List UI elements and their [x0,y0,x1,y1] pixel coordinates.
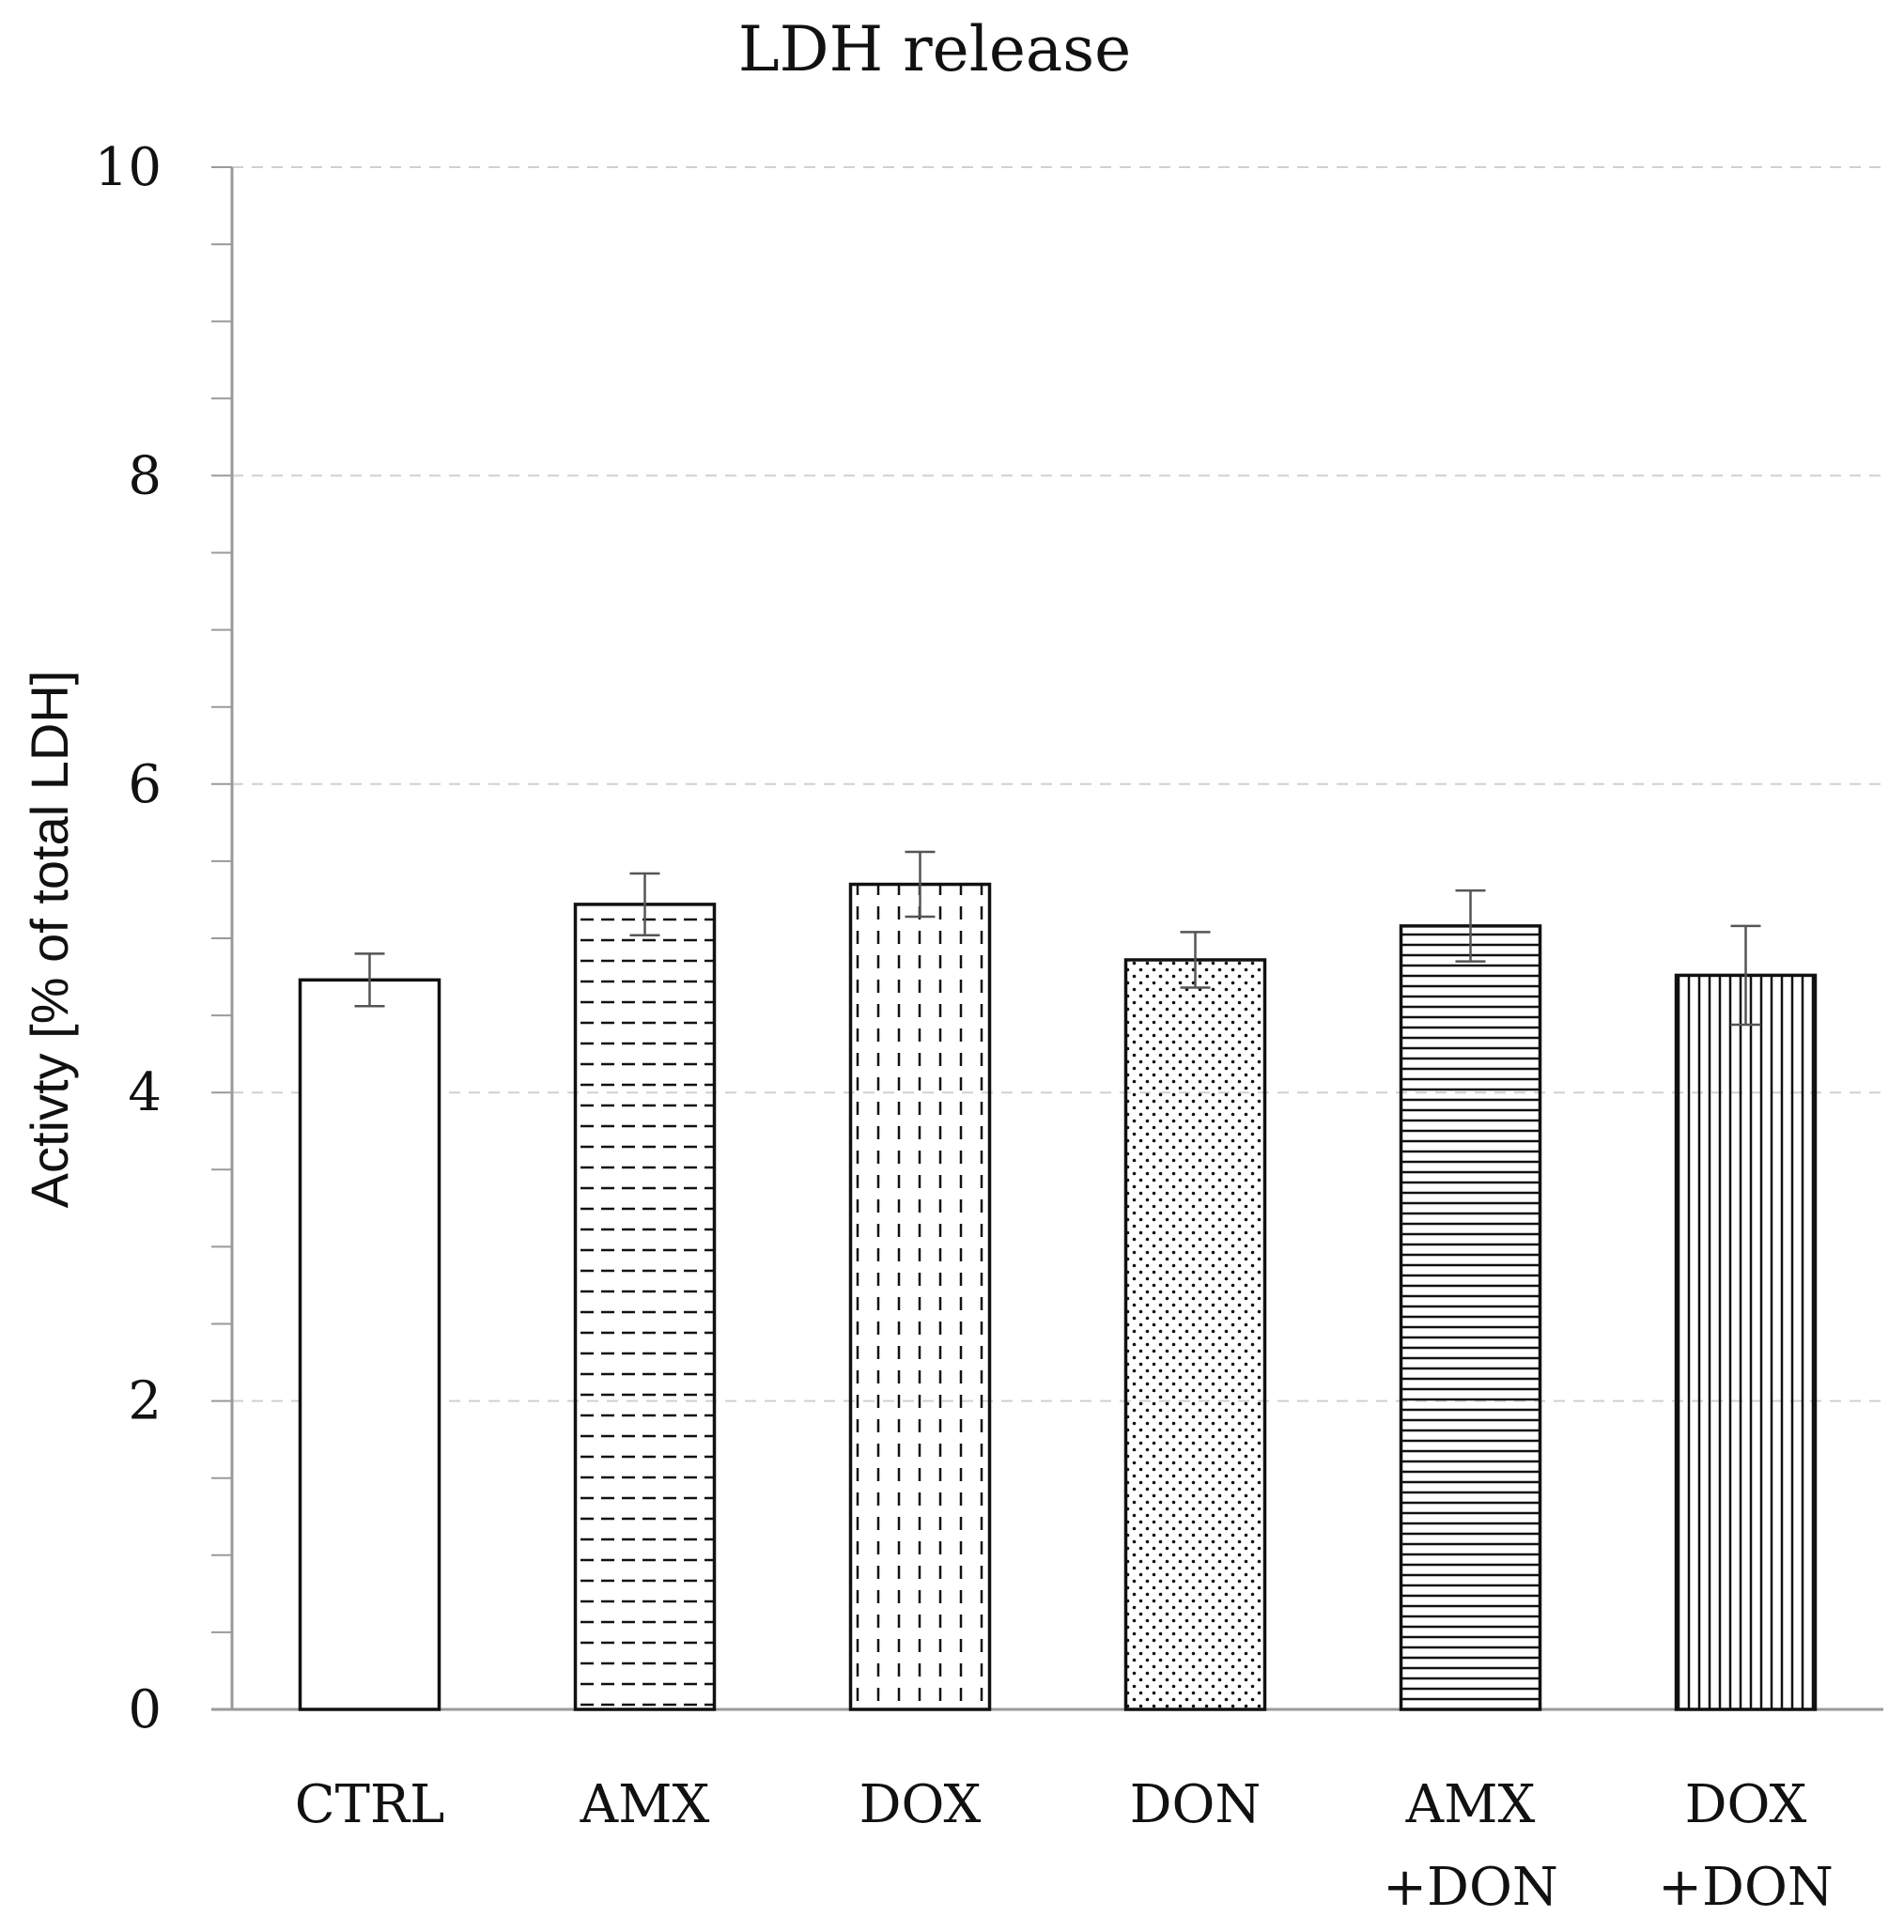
bars [298,850,1818,1711]
y-tick-label: 4 [128,1062,162,1123]
error-bar [1455,889,1486,963]
error-bar [354,952,385,1008]
bar [848,882,992,1711]
y-tick-label: 8 [128,445,162,506]
error-bar [1730,924,1761,1027]
x-tick-label: DON [1130,1774,1262,1835]
bar [1674,973,1818,1711]
bar [298,978,441,1711]
chart-title: LDH release [738,13,1131,85]
x-tick-label: DOX [859,1774,982,1835]
x-tick-label: AMX +DON [1383,1774,1558,1918]
error-bar [629,872,660,936]
y-tick-label: 0 [128,1679,162,1740]
bar [573,903,717,1711]
y-tick-label: 2 [128,1371,162,1432]
error-bar [1180,931,1211,989]
y-axis-label: Activty [% of total LDH] [20,671,79,1209]
y-tick-label: 10 [95,137,162,198]
tick-labels: 0 2 4 6 8 10 CTRL AMX DOX DON AMX +DON DOX +DON [95,137,1834,1918]
bar [1399,924,1542,1711]
y-tick-label: 6 [128,754,162,815]
gridlines [232,166,1883,1402]
x-tick-label: CTRL [295,1774,445,1835]
x-tick-label: DOX +DON [1658,1774,1834,1918]
bar [1123,958,1267,1711]
error-bar [905,850,936,919]
x-tick-label: AMX [580,1774,710,1835]
axes [211,166,1883,1711]
